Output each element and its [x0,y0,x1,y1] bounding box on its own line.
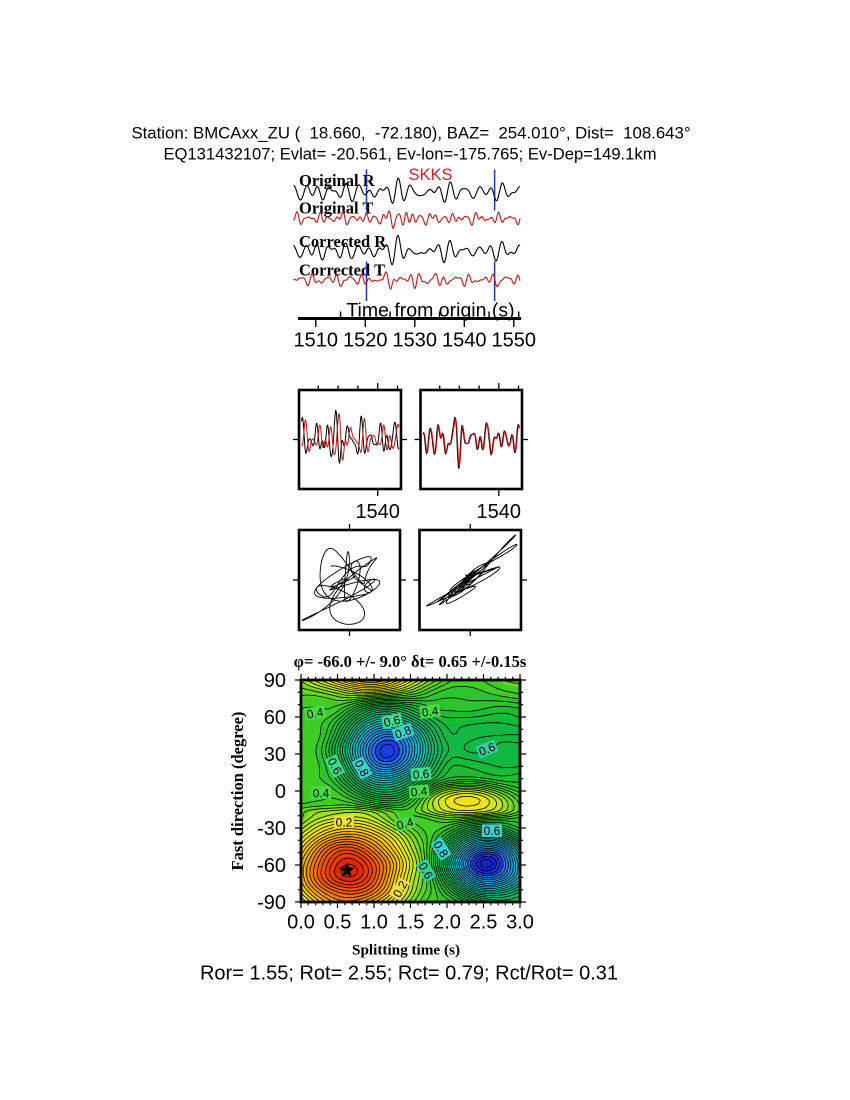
svg-text:0.6: 0.6 [477,740,498,759]
svg-text:90: 90 [264,670,286,692]
svg-text:0.8: 0.8 [393,723,414,742]
svg-text:1540: 1540 [355,501,400,523]
svg-text:SKKS: SKKS [408,166,452,184]
svg-text:3.0: 3.0 [506,912,534,934]
svg-text:1540: 1540 [442,329,487,351]
svg-text:Original T: Original T [299,199,373,218]
svg-text:1.0: 1.0 [360,912,388,934]
svg-text:Corrected T: Corrected T [299,261,385,280]
svg-text:-30: -30 [257,818,286,840]
svg-text:0.0: 0.0 [287,912,315,934]
svg-text:1.5: 1.5 [397,912,425,934]
svg-text:Ror= 1.55; Rot= 2.55; Rct= 0.7: Ror= 1.55; Rot= 2.55; Rct= 0.79; Rct/Rot… [200,963,618,985]
svg-text:1510: 1510 [294,329,339,351]
svg-text:0.6: 0.6 [412,767,430,782]
svg-text:-90: -90 [257,892,286,914]
svg-text:φ= -66.0 +/- 9.0° δt= 0.65 +/-: φ= -66.0 +/- 9.0° δt= 0.65 +/-0.15s [294,652,527,671]
svg-text:60: 60 [264,707,286,729]
svg-text:Original R: Original R [299,171,376,190]
svg-text:Time from origin (s): Time from origin (s) [346,300,514,322]
svg-text:2.0: 2.0 [433,912,461,934]
svg-text:0.6: 0.6 [484,824,501,838]
svg-text:1520: 1520 [343,329,388,351]
svg-text:0.4: 0.4 [421,704,440,720]
svg-text:0: 0 [275,781,286,803]
svg-text:1550: 1550 [492,329,537,351]
svg-text:2.5: 2.5 [470,912,498,934]
svg-text:Corrected R: Corrected R [299,232,387,251]
svg-text:-60: -60 [257,855,286,877]
svg-text:0.4: 0.4 [313,786,330,800]
svg-text:1540: 1540 [477,501,522,523]
svg-text:Splitting time (s): Splitting time (s) [352,942,460,959]
svg-text:0.2: 0.2 [336,815,353,829]
svg-text:30: 30 [264,744,286,766]
svg-text:0.4: 0.4 [395,815,415,833]
svg-text:0.5: 0.5 [324,912,352,934]
svg-text:0.6: 0.6 [382,713,402,730]
svg-text:1530: 1530 [393,329,438,351]
svg-text:0.4: 0.4 [306,705,325,722]
svg-text:0.4: 0.4 [410,784,428,799]
svg-text:Station: BMCAxx_ZU ( 18.660,: Station: BMCAxx_ZU ( 18.660, -72.180), B… [131,124,690,143]
svg-text:Fast direction (degree): Fast direction (degree) [228,712,247,871]
svg-text:EQ131432107; Evlat= -20.561, E: EQ131432107; Evlat= -20.561, Ev-lon=-175… [163,145,656,164]
